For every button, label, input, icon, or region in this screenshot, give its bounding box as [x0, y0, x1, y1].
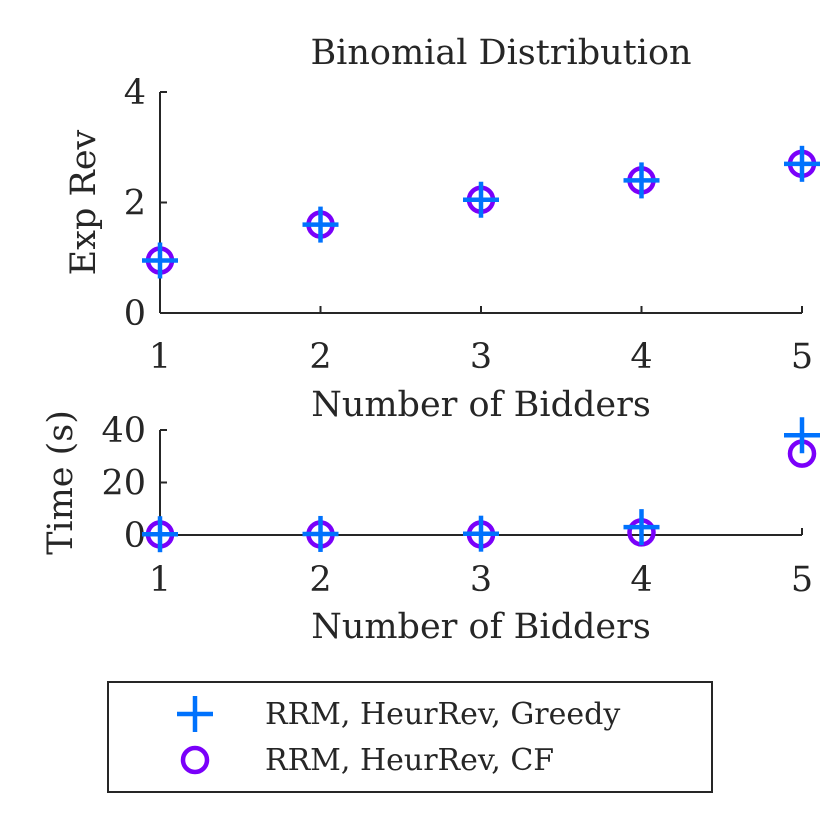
y-tick-label: 40: [101, 411, 146, 451]
legend-label: RRM, HeurRev, CF: [265, 743, 554, 778]
x-tick-label: 1: [149, 337, 171, 377]
data-point-greedy: [302, 206, 339, 243]
top-plot: Binomial Distribution 0 2 4 1 2 3 4 5 Number of B…: [64, 33, 820, 425]
data-point-greedy: [142, 242, 178, 279]
x-tick-label: 4: [630, 337, 652, 377]
data-point-greedy: [463, 515, 499, 552]
x-axis-label: Number of Bidders: [311, 607, 651, 647]
x-tick-label: 2: [309, 560, 331, 600]
x-tick-label: 1: [149, 560, 171, 600]
data-point-greedy: [302, 515, 339, 552]
y-tick-label: 2: [124, 184, 146, 224]
data-point-greedy: [784, 417, 820, 454]
legend-marker-cf: [180, 745, 210, 775]
y-tick-label: 4: [124, 73, 146, 113]
y-tick-label: 20: [101, 464, 146, 504]
x-tick-label: 5: [791, 337, 813, 377]
data-point-greedy: [623, 509, 660, 546]
x-axis-label: Number of Bidders: [311, 385, 651, 425]
x-tick-label: 3: [470, 337, 492, 377]
data-point-greedy: [142, 516, 178, 553]
data-point-greedy: [463, 181, 499, 218]
x-tick-label: 5: [791, 560, 813, 600]
chart-title: Binomial Distribution: [310, 33, 691, 73]
y-axis-label: Exp Rev: [64, 129, 104, 275]
legend-entries: RRM, HeurRev, Greedy RRM, HeurRev, CF: [177, 696, 620, 778]
data-point-greedy: [784, 145, 820, 182]
bottom-plot: 0 20 40 1 2 3 4 5 Number of Bidders Time (s): [41, 410, 820, 647]
legend-box: [107, 681, 713, 793]
legend-marker-greedy: [177, 696, 213, 732]
y-tick-label: 0: [124, 516, 146, 556]
y-axis-label: Time (s): [41, 410, 81, 555]
legend-label: RRM, HeurRev, Greedy: [265, 697, 620, 732]
x-tick-label: 2: [309, 337, 331, 377]
y-tick-label: 0: [124, 294, 146, 334]
legend: RRM, HeurRev, Greedy RRM, HeurRev, CF: [107, 681, 713, 793]
data-point-greedy: [623, 162, 660, 199]
x-tick-label: 4: [630, 560, 652, 600]
x-tick-label: 3: [470, 560, 492, 600]
